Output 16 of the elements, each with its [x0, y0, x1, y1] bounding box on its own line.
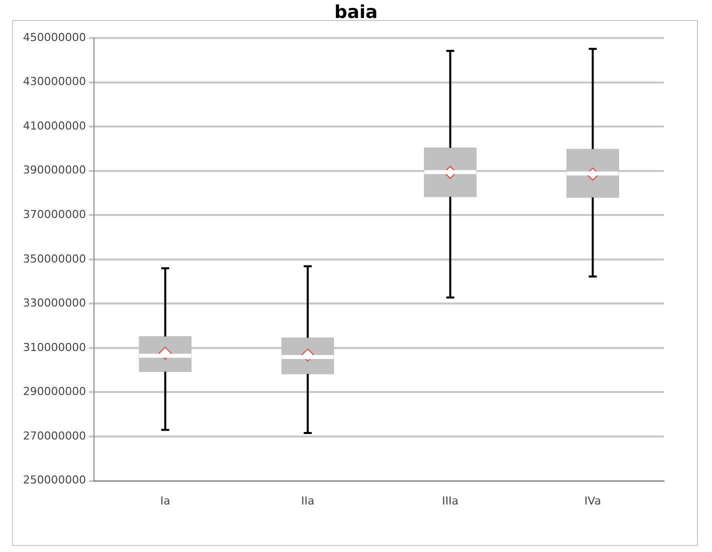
y-tick-label: 250000000	[22, 474, 86, 487]
x-tick-label: IVa	[584, 494, 602, 508]
y-tick-label: 430000000	[22, 75, 86, 88]
y-tick-label: 330000000	[22, 296, 86, 310]
x-tick-label: Ia	[160, 494, 170, 508]
y-tick-label: 410000000	[22, 119, 86, 132]
chart-title: baia	[333, 2, 379, 23]
x-tick-label: IIa	[301, 494, 314, 508]
x-tick-label: IIIa	[442, 494, 458, 508]
y-tick-label: 290000000	[22, 385, 86, 398]
y-tick-label: 350000000	[22, 252, 86, 266]
y-tick-label: 450000000	[22, 30, 86, 44]
y-tick-label: 270000000	[22, 429, 86, 442]
y-tick-label: 390000000	[22, 164, 86, 177]
y-tick-label: 310000000	[22, 340, 86, 354]
y-tick-label: 370000000	[22, 208, 86, 221]
